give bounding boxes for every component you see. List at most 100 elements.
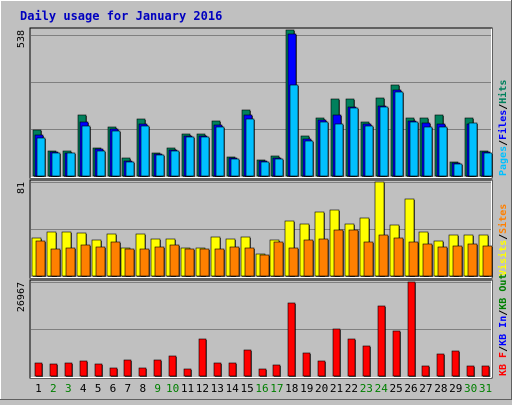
bar-kb-f bbox=[49, 363, 58, 377]
bar-kb-f bbox=[302, 352, 311, 377]
x-tick-label: 2 bbox=[50, 382, 57, 395]
x-tick-label: 1 bbox=[35, 382, 42, 395]
bar-kb-f bbox=[287, 302, 296, 377]
bar-sites bbox=[154, 246, 165, 277]
y-max-label: 538 bbox=[16, 30, 27, 48]
bar-sites bbox=[348, 229, 359, 277]
legend-item: / bbox=[498, 234, 509, 240]
bar-sites bbox=[35, 240, 46, 277]
x-tick-label: 28 bbox=[434, 382, 447, 395]
bar-sites bbox=[50, 248, 61, 277]
x-tick-label: 7 bbox=[125, 382, 132, 395]
bar-kb-f bbox=[243, 349, 252, 377]
legend-item: KB In bbox=[498, 316, 509, 346]
bar-kb-f bbox=[64, 362, 73, 377]
bar-pages bbox=[111, 130, 121, 177]
x-tick-label: 29 bbox=[449, 382, 462, 395]
bar-pages bbox=[245, 118, 255, 177]
x-tick-label: 26 bbox=[404, 382, 417, 395]
x-tick-label: 22 bbox=[345, 382, 358, 395]
bar-pages bbox=[423, 126, 433, 177]
bar-pages bbox=[364, 125, 374, 177]
x-tick-label: 5 bbox=[95, 382, 102, 395]
bar-kb-f bbox=[392, 330, 401, 377]
bar-pages bbox=[81, 125, 91, 177]
legend-item: / bbox=[498, 310, 509, 316]
bar-pages bbox=[96, 150, 106, 177]
bar-sites bbox=[95, 246, 106, 277]
panel-visits-sites: 81 Visits/Sites bbox=[16, 179, 509, 279]
x-tick-label: 9 bbox=[154, 382, 161, 395]
bar-sites bbox=[422, 243, 433, 277]
bar-sites bbox=[259, 254, 270, 277]
bar-pages bbox=[260, 161, 270, 177]
legend: KB F/KB In/KB Out bbox=[498, 274, 509, 376]
bar-kb-f bbox=[436, 353, 445, 377]
bar-pages bbox=[453, 163, 463, 177]
bar-pages bbox=[394, 91, 404, 177]
x-tick-label: 10 bbox=[166, 382, 179, 395]
bar-pages bbox=[483, 152, 493, 177]
bar-kb-f bbox=[272, 364, 281, 377]
bar-pages bbox=[125, 161, 135, 177]
bar-sites bbox=[229, 246, 240, 277]
bar-sites bbox=[393, 237, 404, 277]
bar-kb-f bbox=[94, 363, 103, 377]
legend-item: / bbox=[498, 104, 509, 110]
bar-sites bbox=[467, 243, 478, 277]
bar-kb-f bbox=[213, 362, 222, 377]
bar-kb-f bbox=[198, 338, 207, 377]
x-tick-label: 12 bbox=[196, 382, 209, 395]
bar-sites bbox=[244, 247, 255, 277]
bar-kb-f bbox=[451, 350, 460, 377]
bar-sites bbox=[303, 239, 314, 277]
x-tick-label: 16 bbox=[255, 382, 268, 395]
legend-item: Visits bbox=[497, 240, 509, 276]
bar-kb-f bbox=[347, 338, 356, 377]
bar-sites bbox=[110, 241, 121, 277]
bar-kb-f bbox=[109, 367, 118, 377]
bar-sites bbox=[124, 248, 135, 277]
x-tick-label: 8 bbox=[139, 382, 146, 395]
bar-pages bbox=[274, 158, 284, 177]
bar-kb-f bbox=[481, 365, 490, 377]
bar-sites bbox=[184, 248, 195, 277]
legend-item: KB F bbox=[498, 352, 509, 376]
y-max-label: 26967 bbox=[16, 282, 27, 312]
bar-sites bbox=[65, 247, 76, 277]
x-tick-label: 4 bbox=[80, 382, 87, 395]
legend-item: Hits bbox=[497, 80, 509, 104]
bar-sites bbox=[139, 248, 150, 277]
bar-pages bbox=[468, 122, 478, 177]
bar-kb-f bbox=[183, 368, 192, 377]
bar-pages bbox=[230, 158, 240, 177]
bar-kb-f bbox=[228, 362, 237, 377]
x-tick-label: 14 bbox=[226, 382, 240, 395]
bar-pages bbox=[319, 121, 329, 177]
bar-pages bbox=[140, 125, 150, 177]
bar-kb-f bbox=[362, 345, 371, 377]
bar-pages bbox=[66, 152, 76, 177]
x-tick-label: 15 bbox=[240, 382, 253, 395]
legend-item: Sites bbox=[497, 204, 509, 234]
bar-kb-f bbox=[332, 328, 341, 377]
bar-kb-f bbox=[153, 359, 162, 377]
bar-sites bbox=[80, 244, 91, 277]
bar-pages bbox=[36, 137, 46, 177]
x-tick-label: 24 bbox=[375, 382, 389, 395]
bar-sites bbox=[288, 247, 299, 277]
bar-sites bbox=[363, 241, 374, 277]
x-tick-label: 11 bbox=[181, 382, 194, 395]
x-tick-label: 18 bbox=[285, 382, 298, 395]
bar-kb-f bbox=[168, 355, 177, 377]
bar-pages bbox=[155, 154, 165, 177]
bar-pages bbox=[51, 152, 61, 177]
x-tick-label: 27 bbox=[419, 382, 432, 395]
x-tick-label: 31 bbox=[479, 382, 492, 395]
x-tick-label: 13 bbox=[211, 382, 224, 395]
bar-sites bbox=[318, 238, 329, 277]
